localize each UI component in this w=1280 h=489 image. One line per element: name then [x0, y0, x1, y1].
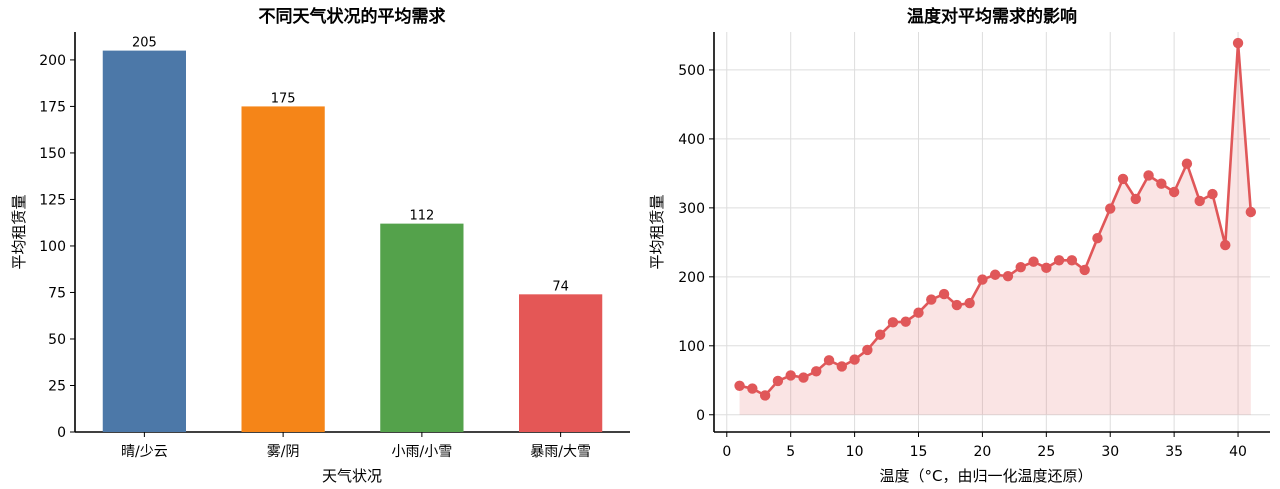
data-point — [964, 297, 975, 309]
data-point — [1245, 206, 1257, 218]
data-point — [1079, 264, 1090, 276]
y-tick-label: 0 — [57, 425, 66, 441]
y-tick-label: 100 — [39, 239, 66, 255]
x-tick-label: 15 — [910, 444, 928, 460]
data-point — [1105, 203, 1116, 214]
bar-value-label: 175 — [271, 91, 296, 106]
y-tick-label: 25 — [48, 378, 66, 394]
data-point — [1232, 37, 1244, 49]
data-point — [849, 354, 860, 365]
data-point — [1015, 261, 1026, 273]
bar-chart-bars: 205 175 112 74 — [102, 36, 603, 433]
y-tick-label: 500 — [678, 63, 705, 79]
data-point — [989, 269, 1001, 280]
y-tick-label: 300 — [678, 201, 705, 217]
data-point — [811, 366, 822, 377]
y-tick-label: 100 — [678, 339, 705, 355]
x-tick-label: 20 — [973, 444, 991, 460]
data-point — [1028, 256, 1039, 267]
y-tick-label: 0 — [696, 408, 705, 424]
data-point — [1066, 255, 1078, 266]
data-point — [1207, 188, 1218, 200]
x-tick-label: 25 — [1037, 444, 1055, 460]
bar-value-label: 112 — [409, 209, 434, 224]
data-point — [798, 372, 809, 383]
data-point — [1168, 186, 1180, 198]
bar-chart-x-axis: 晴/少云 雾/阴 小雨/小雪 暴雨/大雪 — [121, 432, 591, 460]
x-tick-label: 0 — [722, 444, 731, 460]
data-point — [772, 375, 784, 387]
y-tick-label: 150 — [39, 146, 66, 162]
data-point — [900, 316, 911, 327]
bar — [519, 294, 603, 432]
line-chart-grid — [713, 32, 1270, 433]
data-point — [1194, 195, 1205, 207]
data-point — [734, 380, 745, 391]
data-point — [1041, 262, 1052, 274]
y-tick-label: 50 — [48, 332, 66, 348]
data-point — [747, 383, 758, 394]
weather-demand-bar-chart: 不同天气状况的平均需求 205 175 112 74 0 25 50 75 100 125 150… — [10, 6, 630, 485]
x-tick-label: 35 — [1165, 444, 1183, 460]
data-point — [951, 299, 963, 311]
x-tick-label: 30 — [1101, 444, 1119, 460]
data-point — [874, 329, 886, 340]
bar-chart-title: 不同天气状况的平均需求 — [259, 6, 446, 27]
data-point — [977, 274, 988, 285]
y-tick-label: 175 — [39, 99, 66, 115]
data-point — [823, 355, 835, 366]
line-chart-title: 温度对平均需求的影响 — [907, 6, 1077, 27]
data-point — [862, 344, 873, 356]
data-point — [1181, 158, 1193, 169]
x-tick-label: 5 — [786, 444, 795, 460]
bar-chart-x-axis-label: 天气状况 — [322, 467, 382, 485]
data-point — [926, 294, 937, 305]
data-point — [913, 307, 924, 318]
x-tick-label: 晴/少云 — [121, 444, 168, 460]
line-chart-y-axis: 0 100 200 300 400 500 — [678, 63, 714, 424]
y-tick-label: 125 — [39, 192, 66, 208]
data-point — [1143, 170, 1154, 181]
demand-area-fill — [739, 43, 1251, 415]
data-point — [836, 361, 848, 372]
bar-chart-y-axis: 0 25 50 75 100 125 150 175 200 — [39, 53, 75, 441]
x-tick-label: 雾/阴 — [267, 444, 300, 460]
data-point — [887, 317, 899, 328]
bar — [102, 50, 186, 433]
bar — [380, 223, 464, 432]
data-point — [1053, 255, 1065, 266]
line-chart-y-axis-label: 平均租赁量 — [648, 194, 666, 269]
line-chart-x-axis: 0 5 10 15 20 25 30 35 40 — [722, 432, 1247, 460]
data-point — [1220, 239, 1231, 251]
data-point — [938, 288, 950, 300]
x-tick-label: 40 — [1229, 444, 1247, 460]
line-chart-x-axis-label: 温度（°C，由归一化温度还原） — [880, 467, 1093, 485]
data-point — [1092, 233, 1103, 244]
data-point — [759, 390, 771, 401]
bar-value-label: 74 — [552, 279, 569, 294]
bar-chart-y-axis-label: 平均租赁量 — [10, 194, 28, 269]
y-tick-label: 200 — [678, 270, 705, 286]
y-tick-label: 400 — [678, 132, 705, 148]
bar-value-label: 205 — [132, 36, 157, 51]
x-tick-label: 小雨/小雪 — [392, 444, 453, 460]
data-point — [785, 370, 796, 381]
y-tick-label: 75 — [48, 285, 66, 301]
bar — [241, 106, 325, 432]
data-point — [1117, 173, 1129, 185]
data-point — [1156, 178, 1167, 189]
line-chart-area-fill — [739, 43, 1251, 415]
y-tick-label: 200 — [39, 53, 66, 69]
x-tick-label: 暴雨/大雪 — [530, 444, 591, 460]
data-point — [1002, 270, 1014, 282]
data-point — [1130, 193, 1141, 205]
x-tick-label: 10 — [846, 444, 864, 460]
temperature-demand-line-chart: 温度对平均需求的影响 0 100 200 300 400 500 0 5 10 15 20 25 30… — [648, 6, 1270, 485]
line-chart-series — [734, 37, 1257, 401]
